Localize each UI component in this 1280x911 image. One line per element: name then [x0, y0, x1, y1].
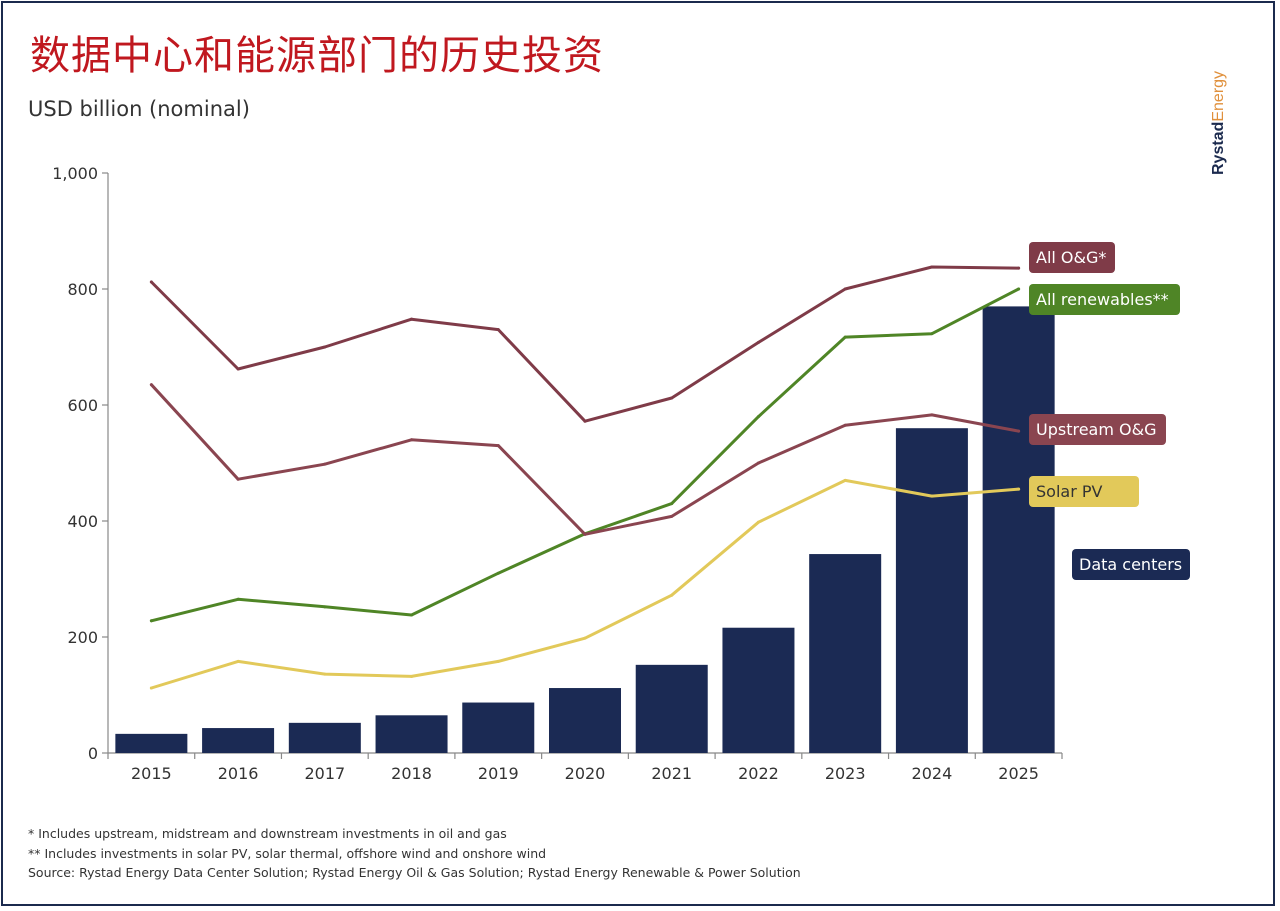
legend-label-renewables: All renewables**	[1036, 290, 1169, 309]
y-tick-label: 800	[67, 280, 98, 299]
x-tick-label: 2016	[218, 764, 259, 783]
point-solar-2021	[670, 593, 674, 597]
legend-box-all_og	[1029, 242, 1115, 273]
point-renewables-2025	[1017, 287, 1021, 291]
bar-data-centers-2024	[895, 428, 968, 753]
x-tick-label: 2019	[478, 764, 519, 783]
bar-data-centers-2018	[375, 715, 448, 753]
x-tick-label: 2024	[912, 764, 953, 783]
point-all_og-2019	[496, 328, 500, 332]
point-upstream_og-2025	[1017, 429, 1021, 433]
x-tick-label: 2020	[565, 764, 606, 783]
line-all_og	[149, 265, 1021, 423]
x-tick-label: 2021	[651, 764, 692, 783]
point-upstream_og-2016	[236, 477, 240, 481]
y-tick-label: 0	[88, 744, 98, 763]
line-upstream_og	[149, 383, 1021, 536]
point-all_og-2020	[583, 419, 587, 423]
point-all_og-2023	[843, 287, 847, 291]
point-all_og-2018	[410, 317, 414, 321]
point-renewables-2018	[410, 613, 414, 617]
point-renewables-2015	[149, 619, 153, 623]
point-all_og-2021	[670, 396, 674, 400]
point-all_og-2015	[149, 280, 153, 284]
legend-box-solar	[1029, 476, 1139, 507]
bar-data-centers-2021	[635, 664, 708, 753]
legend-box-data_centers	[1072, 549, 1190, 580]
legend-label-upstream_og: Upstream O&G	[1036, 420, 1157, 439]
y-axis-unit-label: USD billion (nominal)	[28, 97, 250, 121]
x-tick-label: 2022	[738, 764, 779, 783]
x-tick-label: 2017	[304, 764, 345, 783]
point-renewables-2021	[670, 502, 674, 506]
bar-data-centers-2016	[202, 728, 275, 753]
legend-label-all_og: All O&G*	[1036, 248, 1106, 267]
x-tick-label: 2018	[391, 764, 432, 783]
point-renewables-2023	[843, 335, 847, 339]
point-upstream_og-2024	[930, 413, 934, 417]
point-solar-2023	[843, 478, 847, 482]
point-upstream_og-2022	[756, 461, 760, 465]
point-all_og-2017	[323, 345, 327, 349]
x-tick-label: 2023	[825, 764, 866, 783]
point-solar-2016	[236, 659, 240, 663]
bar-data-centers-2020	[549, 688, 621, 753]
bar-data-centers-2025	[982, 306, 1055, 753]
bar-data-centers-2015	[115, 733, 188, 753]
chart-title: 数据中心和能源部门的历史投资	[30, 33, 604, 79]
point-upstream_og-2020	[583, 532, 587, 536]
point-upstream_og-2019	[496, 444, 500, 448]
point-solar-2019	[496, 659, 500, 663]
footnote-source: Source: Rystad Energy Data Center Soluti…	[28, 865, 801, 880]
point-upstream_og-2018	[410, 438, 414, 442]
y-tick-label: 1,000	[52, 164, 98, 183]
bar-data-centers-2023	[809, 554, 882, 753]
point-renewables-2022	[756, 415, 760, 419]
footnotes: * Includes upstream, midstream and downs…	[28, 824, 801, 883]
footnote-renewables: ** Includes investments in solar PV, sol…	[28, 845, 547, 861]
point-renewables-2024	[930, 332, 934, 336]
point-all_og-2024	[930, 265, 934, 269]
point-all_og-2016	[236, 367, 240, 371]
point-upstream_og-2017	[323, 462, 327, 466]
legend-label-data_centers: Data centers	[1079, 555, 1182, 574]
point-solar-2018	[410, 674, 414, 678]
line-renewables	[149, 287, 1021, 623]
x-tick-label: 2025	[998, 764, 1039, 783]
point-solar-2017	[323, 672, 327, 676]
y-tick-label: 400	[67, 512, 98, 531]
point-solar-2015	[149, 686, 153, 690]
legend-box-renewables	[1029, 284, 1180, 315]
point-all_og-2025	[1017, 266, 1021, 270]
point-all_og-2022	[756, 340, 760, 344]
x-tick-label: 2015	[131, 764, 172, 783]
footnote-og: * Includes upstream, midstream and downs…	[28, 826, 507, 841]
point-upstream_og-2015	[149, 383, 153, 387]
point-solar-2025	[1017, 487, 1021, 491]
line-solar	[149, 478, 1021, 690]
y-tick-label: 200	[67, 628, 98, 647]
point-renewables-2019	[496, 571, 500, 575]
point-renewables-2017	[323, 605, 327, 609]
bar-data-centers-2019	[462, 702, 535, 753]
legend-box-upstream_og	[1029, 414, 1166, 445]
point-solar-2020	[583, 636, 587, 640]
y-tick-label: 600	[67, 396, 98, 415]
point-upstream_og-2021	[670, 514, 674, 518]
bar-data-centers-2017	[288, 722, 361, 753]
point-renewables-2016	[236, 597, 240, 601]
point-upstream_og-2023	[843, 423, 847, 427]
bar-data-centers-2022	[722, 627, 795, 753]
point-solar-2022	[756, 520, 760, 524]
point-solar-2024	[930, 494, 934, 498]
legend-label-solar: Solar PV	[1036, 482, 1103, 501]
